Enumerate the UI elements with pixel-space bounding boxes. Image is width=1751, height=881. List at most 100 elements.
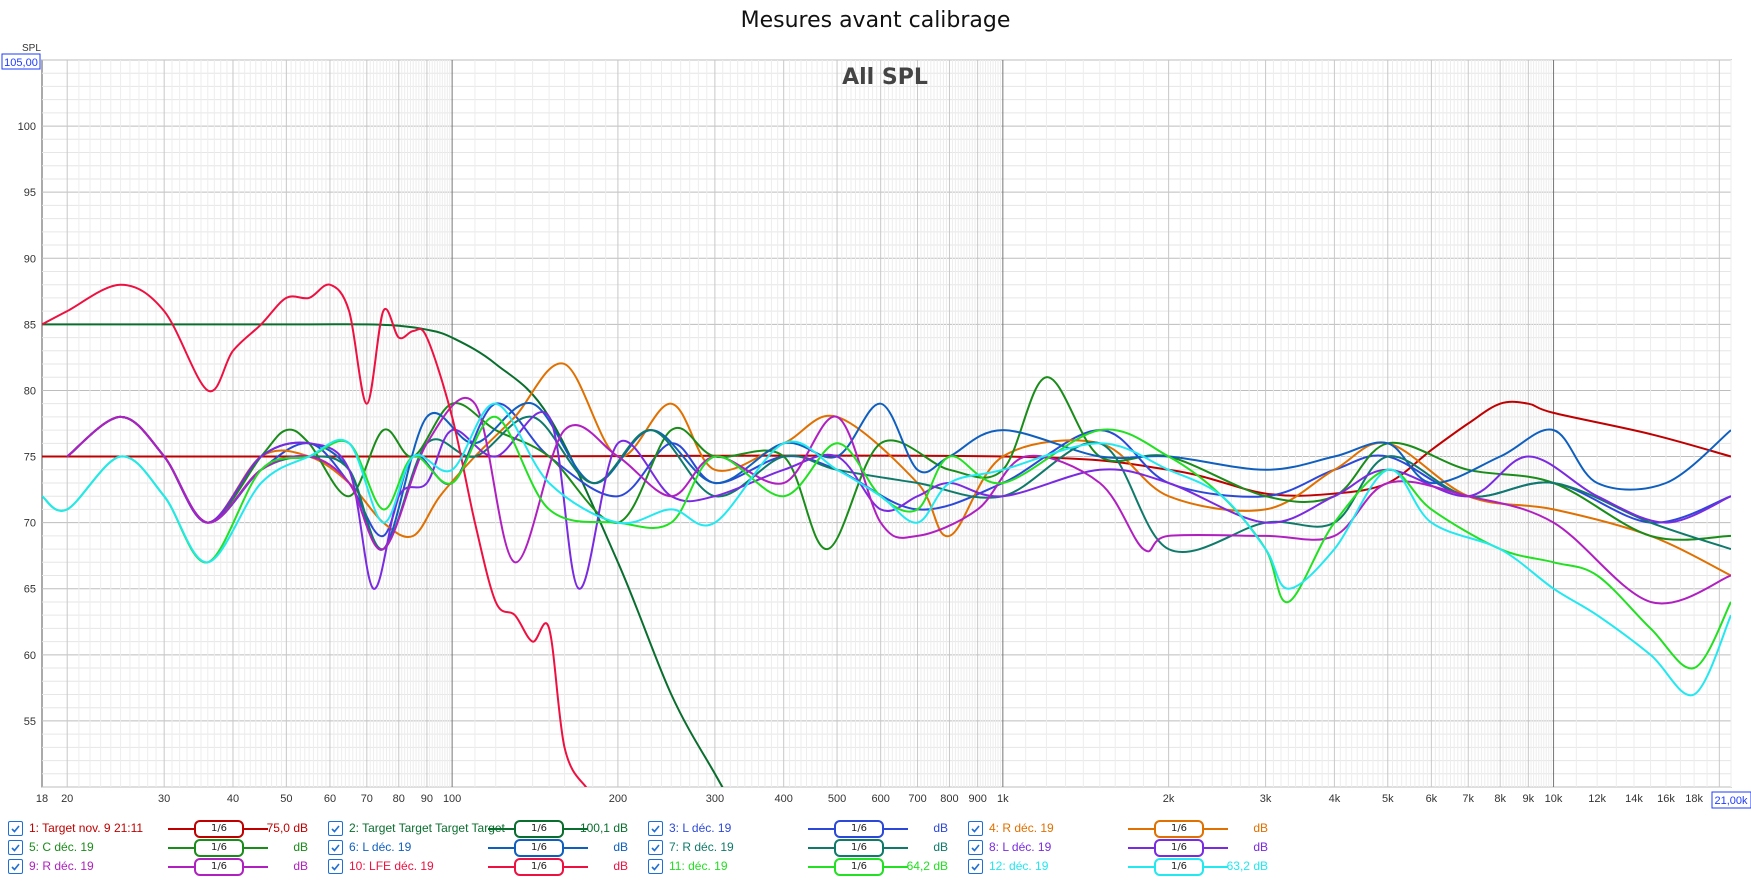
smoothing-label: 1/6 <box>834 820 884 838</box>
x-tick-label: 10k <box>1545 793 1563 805</box>
x-tick-label: 400 <box>775 793 793 805</box>
legend-checkbox[interactable] <box>8 858 23 874</box>
plot-area[interactable] <box>41 59 1732 788</box>
legend-value: dB <box>933 840 948 854</box>
smoothing-label: 1/6 <box>194 820 244 838</box>
legend-checkbox[interactable] <box>328 820 343 836</box>
smoothing-selector[interactable]: 1/6 <box>1128 839 1228 857</box>
grid <box>41 59 1732 788</box>
series-line-3[interactable] <box>66 402 1731 537</box>
legend-checkbox[interactable] <box>328 858 343 874</box>
legend-checkbox[interactable] <box>968 858 983 874</box>
smoothing-selector[interactable]: 1/6 <box>488 820 588 838</box>
smoothing-label: 1/6 <box>834 839 884 857</box>
legend-item[interactable]: 2: Target Target Target Target 1 <box>328 818 509 838</box>
legend-item[interactable]: 12: déc. 19 <box>968 856 1149 876</box>
legend-item[interactable]: 6: L déc. 19 <box>328 837 509 857</box>
series-line-11[interactable] <box>42 415 1731 670</box>
y-tick-label: 95 <box>24 187 36 199</box>
legend-value: dB <box>933 821 948 835</box>
legend-checkbox[interactable] <box>648 839 663 855</box>
smoothing-label: 1/6 <box>194 858 244 876</box>
x-tick-label: 9k <box>1523 793 1535 805</box>
spl-chart[interactable]: 100 95 90 85 80 75 70 65 60 55 18 20 30 40 50 60 70 80 90… <box>0 0 1751 815</box>
smoothing-label: 1/6 <box>1154 839 1204 857</box>
legend-item[interactable]: 9: R déc. 19 <box>8 856 189 876</box>
x-tick-label: 300 <box>706 793 724 805</box>
legend-name: 10: LFE déc. 19 <box>349 859 434 873</box>
legend-item[interactable]: 7: R déc. 19 <box>648 837 829 857</box>
x-tick-label: 20 <box>61 793 73 805</box>
x-right-value: 21,00k <box>1714 795 1748 807</box>
smoothing-selector[interactable]: 1/6 <box>168 839 268 857</box>
y-axis-unit: SPL <box>22 43 41 54</box>
legend-value: dB <box>613 859 628 873</box>
legend-name: 12: déc. 19 <box>989 859 1049 873</box>
smoothing-selector[interactable]: 1/6 <box>808 858 908 876</box>
y-tick-label: 90 <box>24 253 36 265</box>
legend-name: 7: R déc. 19 <box>669 840 734 854</box>
y-tick-label: 100 <box>18 121 36 133</box>
legend-value: 64,2 dB <box>906 859 948 873</box>
smoothing-selector[interactable]: 1/6 <box>1128 858 1228 876</box>
legend-checkbox[interactable] <box>968 839 983 855</box>
legend-checkbox[interactable] <box>968 820 983 836</box>
legend-name: 11: déc. 19 <box>669 859 728 873</box>
smoothing-label: 1/6 <box>1154 820 1204 838</box>
x-tick-label: 1k <box>997 793 1009 805</box>
smoothing-selector[interactable]: 1/6 <box>808 820 908 838</box>
x-tick-label: 50 <box>280 793 292 805</box>
smoothing-selector[interactable]: 1/6 <box>1128 820 1228 838</box>
y-top-value: 105,00 <box>4 57 38 69</box>
legend-value: dB <box>1253 840 1268 854</box>
legend-item[interactable]: 4: R déc. 19 <box>968 818 1149 838</box>
y-tick-label: 60 <box>24 650 36 662</box>
y-tick-label: 65 <box>24 584 36 596</box>
y-tick-label: 80 <box>24 385 36 397</box>
legend-item[interactable]: 3: L déc. 19 <box>648 818 829 838</box>
legend-checkbox[interactable] <box>648 820 663 836</box>
x-tick-label: 7k <box>1462 793 1474 805</box>
legend-value: dB <box>293 840 308 854</box>
x-tick-label: 90 <box>421 793 433 805</box>
series-layer <box>42 283 1731 813</box>
x-tick-label: 5k <box>1382 793 1394 805</box>
smoothing-selector[interactable]: 1/6 <box>168 820 268 838</box>
legend-checkbox[interactable] <box>8 839 23 855</box>
x-tick-label: 600 <box>871 793 889 805</box>
x-tick-label: 800 <box>940 793 958 805</box>
legend-checkbox[interactable] <box>648 858 663 874</box>
legend-item[interactable]: 10: LFE déc. 19 <box>328 856 509 876</box>
legend-item[interactable]: 8: L déc. 19 <box>968 837 1149 857</box>
series-line-10[interactable] <box>42 283 606 800</box>
smoothing-selector[interactable]: 1/6 <box>488 858 588 876</box>
smoothing-label: 1/6 <box>1154 858 1204 876</box>
legend-name: 2: Target Target Target Target 1 <box>349 821 509 835</box>
x-tick-label: 200 <box>609 793 627 805</box>
legend-name: 4: R déc. 19 <box>989 821 1054 835</box>
series-line-2[interactable] <box>42 323 738 813</box>
smoothing-selector[interactable]: 1/6 <box>808 839 908 857</box>
series-line-9[interactable] <box>66 396 1731 605</box>
x-tick-label: 12k <box>1588 793 1606 805</box>
legend-checkbox[interactable] <box>328 839 343 855</box>
smoothing-selector[interactable]: 1/6 <box>488 839 588 857</box>
legend-item[interactable]: 5: C déc. 19 <box>8 837 189 857</box>
legend-checkbox[interactable] <box>8 820 23 836</box>
x-tick-label: 700 <box>908 793 926 805</box>
smoothing-selector[interactable]: 1/6 <box>168 858 268 876</box>
y-axis-ticks: 100 95 90 85 80 75 70 65 60 55 <box>18 121 36 728</box>
series-line-8[interactable] <box>66 411 1731 590</box>
series-line-12[interactable] <box>42 402 1731 697</box>
legend-item[interactable]: 1: Target nov. 9 21:11 <box>8 818 189 838</box>
x-tick-label: 100 <box>443 793 461 805</box>
x-tick-label: 18k <box>1685 793 1703 805</box>
y-top-box[interactable] <box>1 53 41 70</box>
x-tick-label: 16k <box>1657 793 1675 805</box>
series-line-1[interactable] <box>42 400 1731 497</box>
legend-item[interactable]: 11: déc. 19 <box>648 856 829 876</box>
legend-value: dB <box>293 859 308 873</box>
legend-value: 75,0 dB <box>266 821 308 835</box>
x-right-box[interactable] <box>1711 791 1751 809</box>
legend-value: 63,2 dB <box>1226 859 1268 873</box>
